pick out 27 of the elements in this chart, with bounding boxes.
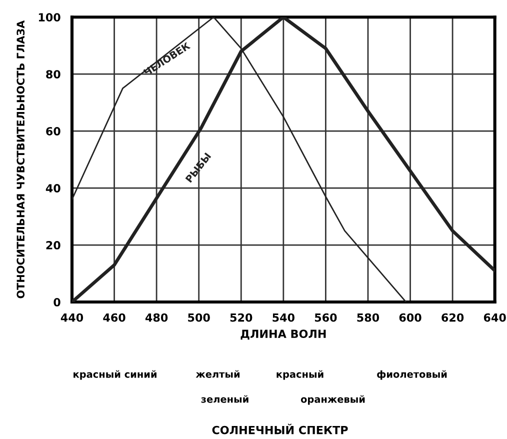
y-tick-label: 20 — [46, 241, 60, 250]
x-tick-label: 600 — [399, 313, 422, 322]
x-axis-title: ДЛИНА ВОЛН — [240, 330, 326, 340]
text: красный — [276, 370, 324, 380]
x-tick-label: 540 — [272, 313, 294, 322]
x-tick-label: 620 — [442, 313, 464, 322]
text: красный синий — [74, 370, 156, 380]
x-tick-label: 560 — [314, 313, 337, 322]
text: желтый — [196, 370, 240, 378]
x-tick-label: 520 — [230, 313, 252, 322]
x-tick-label: 640 — [484, 313, 506, 322]
y-tick-label: 80 — [46, 70, 60, 78]
line-series — [72, 17, 495, 302]
y-axis-title: ОТНОСИТЕЛЬНАЯ ЧУВСТВИТЕЛЬНОСТЬ ГЛАЗА — [16, 20, 25, 298]
x-tick-label: 440 — [60, 313, 84, 322]
x-tick-label: 580 — [357, 313, 380, 322]
x-tick-label: 460 — [103, 313, 126, 322]
y-tick-label: 0 — [54, 298, 60, 306]
text: зеленый — [201, 395, 248, 403]
text: СОЛНЕЧНЫЙ СПЕКТР — [212, 424, 348, 434]
text: фиолетовый — [377, 370, 447, 380]
y-tick-label: 100 — [38, 13, 60, 22]
x-tick-label: 480 — [145, 313, 168, 322]
x-tick-label: 500 — [188, 313, 210, 322]
y-tick-label: 40 — [46, 184, 60, 192]
y-tick-label: 60 — [46, 127, 60, 136]
text: оранжевый — [300, 395, 365, 405]
